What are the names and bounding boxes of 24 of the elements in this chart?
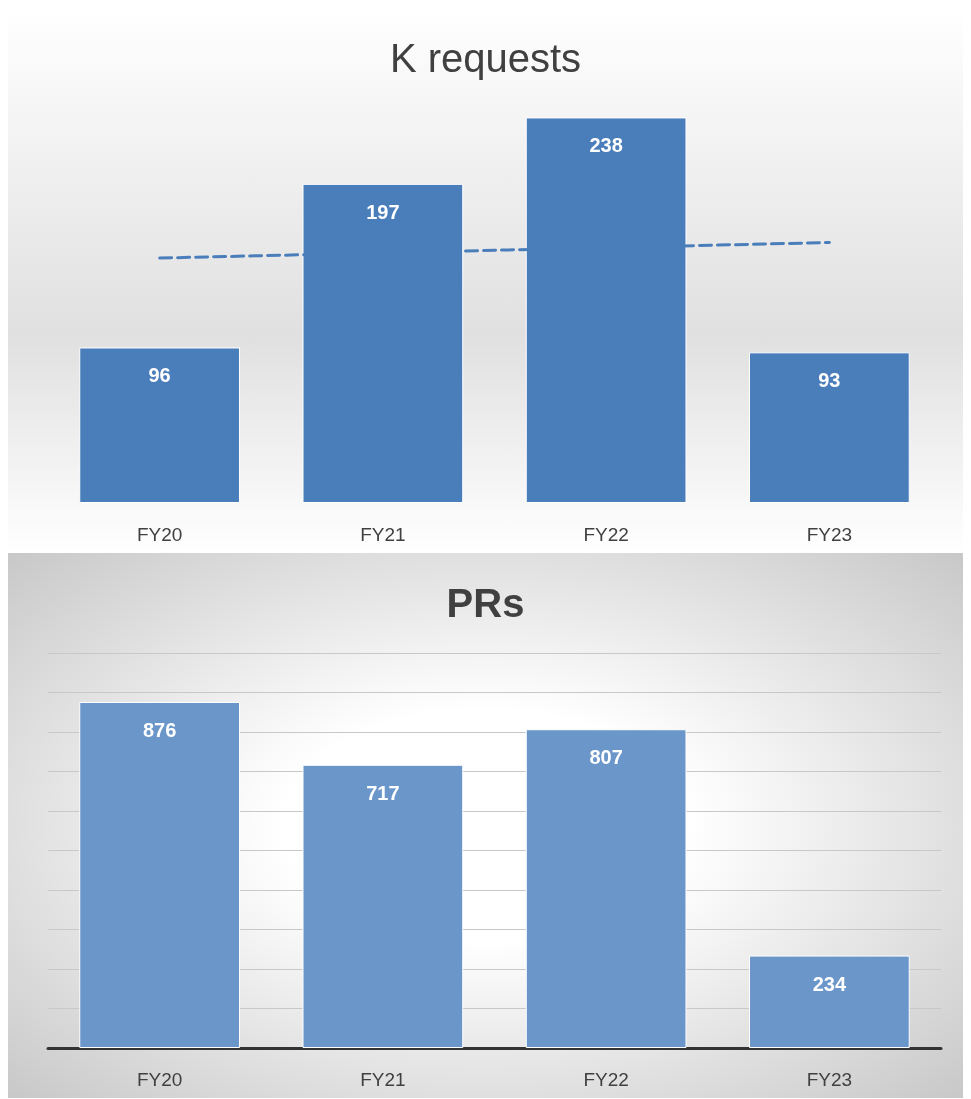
data-label: 238 [589, 134, 623, 157]
bar [749, 955, 910, 1048]
x-tick-label: FY22 [583, 1069, 629, 1090]
x-tick-label: FY21 [360, 1069, 406, 1090]
data-label: 717 [366, 781, 400, 804]
data-label: 93 [818, 369, 841, 392]
x-tick-label: FY20 [136, 524, 183, 545]
x-tick-label: FY23 [806, 1069, 853, 1090]
x-tick-label: FY23 [806, 524, 853, 545]
bar [79, 701, 240, 1048]
bar [79, 347, 240, 503]
x-tick-label: FY21 [360, 524, 406, 545]
data-label: 197 [366, 200, 400, 223]
bar [302, 764, 464, 1048]
bar [525, 729, 687, 1048]
chart-title: K requests [389, 36, 582, 80]
data-label: 96 [148, 364, 171, 387]
x-tick-label: FY22 [583, 524, 629, 545]
data-label: 876 [142, 718, 177, 741]
data-label: 807 [589, 746, 623, 769]
chart-title: PRs [446, 581, 525, 625]
data-label: 234 [812, 972, 847, 995]
x-tick-label: FY20 [136, 1069, 183, 1090]
bar [749, 352, 910, 503]
